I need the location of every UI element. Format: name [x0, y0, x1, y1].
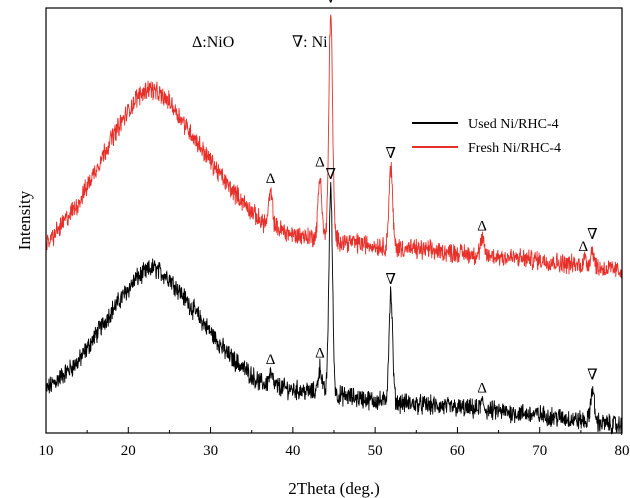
phase-marker: Δ — [477, 381, 487, 397]
x-tick-label: 70 — [532, 443, 547, 459]
phase-marker: ∇ — [325, 167, 335, 183]
phase-marker: ∇ — [325, 0, 335, 6]
phase-marker: Δ — [578, 239, 588, 255]
plot-area — [45, 14, 623, 436]
phase-markers: ΔΔ∇∇ΔΔ∇ΔΔ∇∇Δ∇ — [266, 0, 598, 397]
x-tick-label: 50 — [368, 443, 383, 459]
x-axis: 10 20 30 40 50 60 70 80 — [39, 427, 630, 459]
phase-marker: Δ — [266, 171, 276, 187]
legend-label-fresh: Fresh Ni/RHC-4 — [468, 141, 561, 156]
x-tick-label: 20 — [121, 443, 136, 459]
phase-marker: Δ — [477, 219, 487, 235]
phase-legend-ni: ∇: Ni — [292, 34, 328, 51]
x-tick-label: 40 — [285, 443, 300, 459]
phase-marker: Δ — [315, 155, 325, 171]
series-line — [45, 181, 623, 436]
legend-label-used: Used Ni/RHC-4 — [468, 117, 559, 132]
series-line — [45, 14, 623, 279]
phase-marker: Δ — [315, 346, 325, 362]
phase-marker: ∇ — [587, 227, 597, 243]
phase-legend-nio: Δ:NiO — [192, 34, 234, 51]
phase-marker: ∇ — [386, 272, 396, 288]
x-tick-label: 80 — [615, 443, 630, 459]
series-layer — [45, 14, 623, 436]
y-axis-title: Intensity — [15, 190, 34, 250]
phase-marker: ∇ — [386, 146, 396, 162]
phase-marker: Δ — [266, 352, 276, 368]
phase-marker: ∇ — [587, 367, 597, 383]
x-tick-label: 60 — [450, 443, 465, 459]
x-axis-title: 2Theta (deg.) — [288, 479, 380, 498]
x-tick-label: 10 — [39, 443, 54, 459]
phase-legend: Δ:NiO ∇: Ni — [192, 34, 328, 51]
legend: Used Ni/RHC-4 Fresh Ni/RHC-4 — [412, 117, 561, 156]
x-tick-label: 30 — [203, 443, 218, 459]
